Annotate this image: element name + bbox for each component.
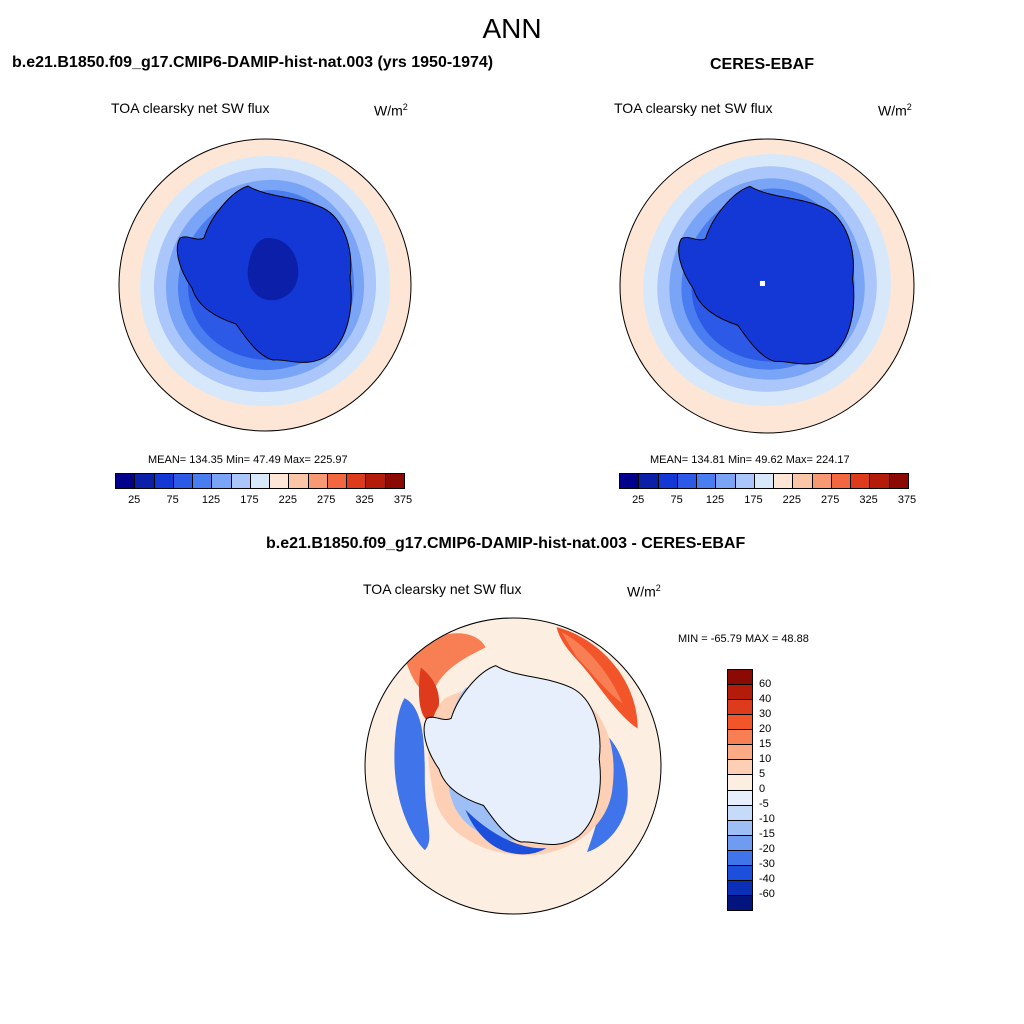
colorbar-swatch (308, 474, 328, 488)
model-panel-title: b.e21.B1850.f09_g17.CMIP6-DAMIP-hist-nat… (12, 54, 494, 71)
colorbar-swatch (716, 474, 736, 488)
colorbar-swatch (620, 474, 640, 488)
colorbar-tick-label: 125 (201, 494, 221, 506)
model-units: W/m2 (374, 102, 408, 119)
colorbar-tick-label: 75 (166, 494, 179, 506)
colorbar-swatch (193, 474, 213, 488)
obs-polar-map (619, 138, 915, 434)
colorbar-swatch (728, 685, 752, 701)
colorbar-tick-label: 225 (278, 494, 297, 506)
colorbar-swatch (735, 474, 755, 488)
colorbar-swatch (774, 474, 794, 488)
diff-panel-title: b.e21.B1850.f09_g17.CMIP6-DAMIP-hist-nat… (266, 535, 746, 552)
colorbar-swatch (812, 474, 832, 488)
colorbar-swatch (728, 670, 752, 686)
colorbar-swatch (728, 730, 752, 746)
diff-units: W/m2 (627, 583, 661, 600)
colorbar-tick-label: 25 (632, 494, 645, 506)
colorbar-swatch (851, 474, 871, 488)
colorbar-swatch (697, 474, 717, 488)
colorbar-swatch (270, 474, 290, 488)
colorbar-swatch (728, 805, 752, 821)
colorbar-tick-label: 0 (759, 783, 766, 795)
model-colorbar (115, 473, 405, 489)
colorbar-swatch (366, 474, 386, 488)
colorbar-tick-label: 5 (759, 768, 766, 780)
obs-colorbar (619, 473, 909, 489)
diff-polar-map (364, 617, 662, 915)
colorbar-tick-label: 375 (393, 494, 413, 506)
colorbar-tick-label: -5 (759, 798, 769, 810)
colorbar-swatch (347, 474, 367, 488)
colorbar-swatch (289, 474, 309, 488)
colorbar-tick-label: 325 (355, 494, 374, 506)
colorbar-tick-label: 25 (128, 494, 141, 506)
colorbar-tick-label: 40 (759, 693, 772, 705)
colorbar-tick-label: 325 (859, 494, 878, 506)
colorbar-swatch (212, 474, 232, 488)
colorbar-swatch (728, 895, 752, 910)
colorbar-tick-label: 60 (759, 678, 772, 690)
colorbar-tick-label: 10 (759, 753, 772, 765)
diff-stats: MIN = -65.79 MAX = 48.88 (678, 633, 809, 645)
colorbar-swatch (728, 790, 752, 806)
colorbar-swatch (154, 474, 174, 488)
page-title: ANN (482, 13, 542, 44)
obs-units: W/m2 (878, 102, 912, 119)
obs-stats: MEAN= 134.81 Min= 49.62 Max= 224.17 (650, 454, 850, 466)
colorbar-tick-label: 175 (240, 494, 259, 506)
colorbar-swatch (728, 850, 752, 866)
colorbar-swatch (793, 474, 813, 488)
obs-panel-title: CERES-EBAF (710, 56, 815, 73)
colorbar-swatch (231, 474, 251, 488)
colorbar-tick-label: 75 (670, 494, 683, 506)
colorbar-tick-label: 175 (744, 494, 763, 506)
colorbar-tick-label: -60 (759, 888, 775, 900)
model-variable-label: TOA clearsky net SW flux (111, 100, 270, 116)
colorbar-swatch (135, 474, 155, 488)
colorbar-swatch (728, 700, 752, 716)
colorbar-swatch (870, 474, 890, 488)
colorbar-swatch (728, 835, 752, 851)
colorbar-swatch (639, 474, 659, 488)
colorbar-swatch (385, 474, 404, 488)
colorbar-swatch (327, 474, 348, 488)
colorbar-tick-label: 15 (759, 738, 772, 750)
colorbar-swatch (754, 474, 775, 488)
obs-variable-label: TOA clearsky net SW flux (614, 100, 773, 116)
colorbar-swatch (728, 880, 752, 896)
colorbar-swatch (250, 474, 271, 488)
colorbar-tick-label: 125 (705, 494, 725, 506)
colorbar-swatch (728, 745, 752, 761)
colorbar-tick-label: 375 (897, 494, 917, 506)
colorbar-swatch (728, 760, 752, 776)
colorbar-swatch (728, 820, 752, 836)
colorbar-swatch (658, 474, 678, 488)
diff-colorbar (727, 669, 753, 911)
colorbar-swatch (728, 865, 752, 881)
colorbar-swatch (889, 474, 908, 488)
colorbar-swatch (831, 474, 852, 488)
colorbar-swatch (116, 474, 136, 488)
colorbar-tick-label: -15 (759, 828, 775, 840)
colorbar-swatch (677, 474, 698, 488)
colorbar-tick-label: -10 (759, 813, 775, 825)
colorbar-swatch (728, 715, 752, 731)
colorbar-tick-label: -40 (759, 873, 775, 885)
model-stats: MEAN= 134.35 Min= 47.49 Max= 225.97 (148, 454, 348, 466)
model-polar-map (118, 138, 412, 432)
colorbar-swatch (728, 775, 752, 791)
colorbar-tick-label: 275 (821, 494, 840, 506)
colorbar-swatch (173, 474, 194, 488)
colorbar-tick-label: 30 (759, 708, 772, 720)
colorbar-tick-label: -30 (759, 858, 775, 870)
colorbar-tick-label: 20 (759, 723, 772, 735)
diff-variable-label: TOA clearsky net SW flux (363, 581, 522, 597)
colorbar-tick-label: 275 (317, 494, 336, 506)
colorbar-tick-label: 225 (782, 494, 801, 506)
colorbar-tick-label: -20 (759, 843, 775, 855)
